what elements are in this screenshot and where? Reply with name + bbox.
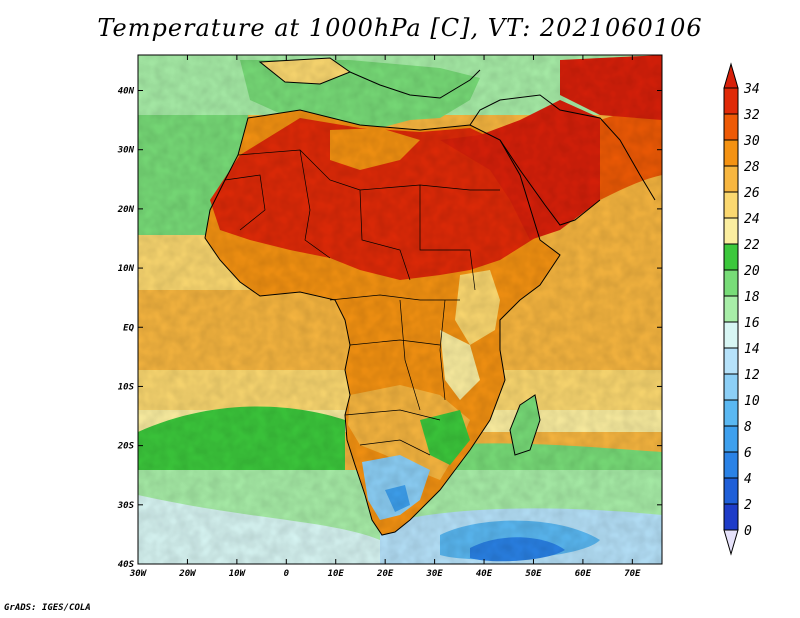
colorbar-swatch: [723, 269, 739, 297]
lat-tick-label: 30N: [117, 146, 135, 156]
colorbar-label: 32: [743, 108, 760, 123]
lon-tick-label: 30E: [425, 569, 443, 579]
lat-tick-label: 20S: [117, 442, 135, 452]
country-borders: [224, 149, 500, 456]
lat-tick-label: 40N: [118, 87, 135, 97]
lon-tick-label: 60E: [575, 569, 592, 579]
colorbar-swatch: [723, 399, 739, 427]
colorbar-label: 2: [744, 498, 752, 513]
colorbar-label: 28: [744, 160, 760, 175]
colorbar-label: 8: [744, 420, 752, 435]
colorbar-label: 18: [744, 290, 760, 305]
field-texture: [138, 55, 662, 564]
lon-tick-label: 10E: [328, 569, 345, 579]
lat-tick-label: 20N: [117, 205, 135, 215]
grads-credit: GrADS: IGES/COLA: [4, 603, 91, 613]
colorbar-swatch: [723, 217, 739, 245]
lat-tick-label: 10N: [118, 264, 135, 274]
colorbar-swatch: [723, 243, 739, 271]
lon-tick-label: 50E: [525, 569, 542, 579]
colorbar-swatch: [723, 425, 739, 453]
lon-tick-label: 10W: [229, 569, 247, 579]
colorbar-label: 30: [743, 134, 760, 149]
lat-tick-label: EQ: [123, 323, 134, 333]
lon-tick-label: 20E: [376, 569, 394, 579]
colorbar-swatch: [723, 477, 739, 505]
colorbar-label: 24: [744, 212, 760, 227]
colorbar-top-arrow: [723, 62, 739, 89]
colorbar-label: 4: [744, 472, 752, 487]
temperature-field: [138, 55, 662, 564]
colorbar-label: 10: [744, 394, 760, 409]
lon-tick-label: 20W: [178, 569, 197, 579]
colorbar-label: 16: [744, 316, 760, 331]
colorbar-label: 0: [744, 524, 752, 539]
coastlines: [204, 57, 656, 536]
lat-tick-label: 40S: [118, 560, 135, 570]
map-frame: [137, 54, 663, 565]
colorbar-swatch: [723, 321, 739, 349]
colorbar-swatch: [723, 139, 739, 167]
colorbar-swatch: [723, 113, 739, 141]
colorbar-swatch: [723, 451, 739, 479]
lon-tick-label: 0: [284, 569, 290, 579]
colorbar-label: 12: [744, 368, 760, 383]
colorbar-label: 34: [743, 82, 760, 97]
lat-tick-label: 30S: [117, 501, 135, 511]
colorbar-swatch: [723, 503, 739, 531]
colorbar-label: 26: [744, 186, 760, 201]
colorbar-label: 14: [744, 342, 760, 357]
lon-tick-label: 30W: [129, 569, 148, 579]
lon-tick-label: 70E: [624, 569, 641, 579]
colorbar-swatch: [723, 87, 739, 115]
colorbar-swatch: [723, 165, 739, 193]
chart-title: Temperature at 1000hPa [C], VT: 20210601…: [97, 14, 703, 42]
colorbar-swatch: [723, 373, 739, 401]
colorbar-swatch: [723, 295, 739, 323]
lat-tick-label: 10S: [118, 382, 135, 392]
colorbar-label: 22: [744, 238, 760, 253]
colorbar-swatch: [723, 191, 739, 219]
colorbar-label: 6: [744, 446, 752, 461]
lon-tick-label: 40E: [476, 569, 493, 579]
colorbar-bottom-arrow: [723, 529, 739, 556]
colorbar-label: 20: [744, 264, 760, 279]
colorbar-swatch: [723, 347, 739, 375]
